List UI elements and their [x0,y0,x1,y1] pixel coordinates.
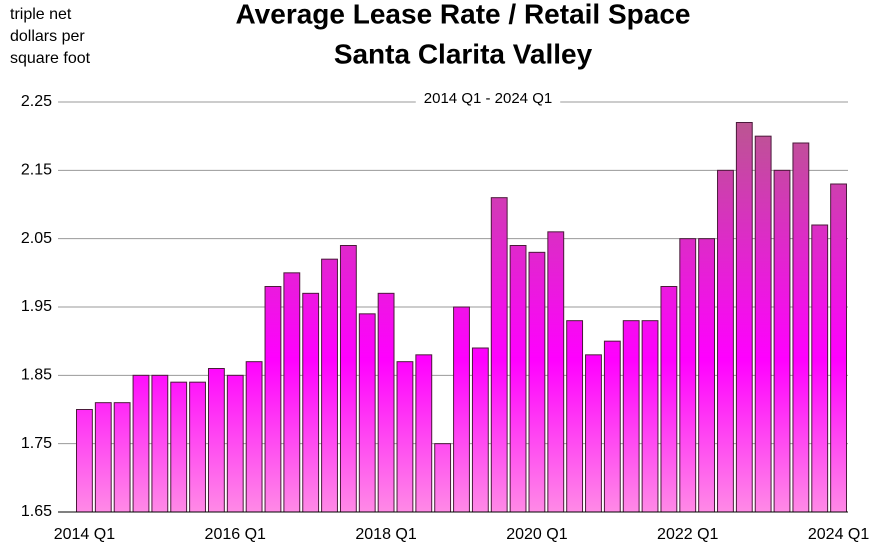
x-tick-label: 2018 Q1 [355,526,416,543]
bar [453,306,470,513]
bar [207,368,225,513]
bar [321,258,338,513]
x-tick-label: 2014 Q1 [54,526,115,543]
bar [792,142,810,513]
y-tick-label: 2.05 [21,230,52,247]
bar [471,347,489,513]
bar [698,238,716,513]
bar [660,286,678,513]
subtitle: 2014 Q1 - 2024 Q1 [424,90,552,107]
y-tick-label: 2.15 [21,162,52,179]
bar [339,245,357,513]
bar [358,313,376,513]
bar [132,374,150,513]
y-axis-label: triple net dollars per square foot [10,6,91,67]
bar [302,292,320,513]
bar [434,443,452,513]
bar [509,245,527,513]
bar [226,374,244,513]
bar [603,340,621,513]
subtitle-background [415,88,561,108]
bar [76,409,93,513]
bar [415,354,433,513]
bar [811,224,829,513]
bar [189,381,206,513]
bar [377,292,395,513]
bar [717,169,734,513]
bar [585,354,602,513]
x-tick-label: 2020 Q1 [506,526,567,543]
bar [622,320,640,513]
bar [773,169,791,513]
bar [490,197,508,513]
y-tick-label: 1.85 [21,367,52,384]
bar [754,135,772,513]
bar [245,361,263,513]
x-tick-label: 2024 Q1 [808,526,869,543]
bar [679,238,697,513]
chart-title: Average Lease Rate / Retail Space [236,0,691,29]
y-tick-label: 2.25 [21,93,52,110]
bar [283,272,301,513]
x-tick-label: 2016 Q1 [205,526,266,543]
bar [396,361,414,513]
bar [113,402,131,513]
bar [547,231,565,513]
x-tick-label: 2022 Q1 [657,526,718,543]
bar [264,286,282,513]
bar [566,320,584,513]
chart-title: Santa Clarita Valley [334,38,593,69]
y-tick-label: 1.65 [21,503,52,520]
bar [830,183,847,513]
y-tick-label: 1.75 [21,435,52,452]
bar [170,381,188,513]
bar [94,402,112,513]
bar [151,374,169,513]
y-tick-label: 1.95 [21,298,52,315]
bar [735,122,753,513]
bar [528,251,546,513]
bar [641,320,659,513]
